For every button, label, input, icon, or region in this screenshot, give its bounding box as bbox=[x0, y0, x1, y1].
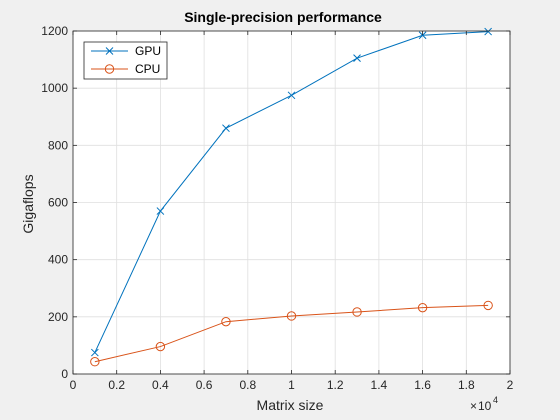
x-tick-label: 0.4 bbox=[152, 378, 169, 392]
marker-stroke bbox=[287, 91, 296, 100]
x-tick-label: 1 bbox=[288, 378, 295, 392]
x-tick-label: 0.8 bbox=[239, 378, 256, 392]
x-tick-label: 0.6 bbox=[196, 378, 213, 392]
marker-stroke bbox=[353, 54, 361, 63]
series-gpu bbox=[90, 27, 493, 357]
data-point-cpu bbox=[352, 307, 362, 317]
x-tick-label: 1.8 bbox=[458, 378, 475, 392]
y-tick-label: 200 bbox=[48, 310, 68, 324]
marker-stroke bbox=[222, 124, 230, 133]
x-axis-exponent: × 10 4 bbox=[470, 395, 498, 413]
data-point-cpu bbox=[155, 341, 166, 352]
data-point-cpu bbox=[90, 357, 100, 367]
data-point-gpu bbox=[287, 91, 296, 100]
y-tick-label: 400 bbox=[48, 253, 68, 267]
y-tick-label: 600 bbox=[48, 196, 68, 210]
y-tick-label: 1200 bbox=[41, 24, 68, 38]
marker-stroke bbox=[484, 27, 493, 36]
data-point-cpu bbox=[417, 302, 428, 313]
series-layer bbox=[90, 27, 493, 367]
data-point-gpu bbox=[156, 207, 165, 215]
data-point-cpu bbox=[286, 311, 297, 321]
data-point-cpu bbox=[483, 300, 493, 311]
x-exponent-power: 4 bbox=[493, 395, 498, 405]
legend-cpu-label: CPU bbox=[135, 62, 160, 76]
x-exponent-times-sign: × bbox=[470, 399, 477, 413]
series-cpu-line bbox=[94, 304, 489, 363]
data-point-gpu bbox=[90, 348, 99, 357]
legend-gpu-label: GPU bbox=[135, 44, 161, 58]
legend-gpu-marker bbox=[105, 47, 114, 55]
data-point-cpu bbox=[221, 316, 231, 327]
series-cpu bbox=[90, 300, 493, 367]
data-point-gpu bbox=[484, 27, 493, 36]
y-tick-label: 0 bbox=[61, 367, 68, 381]
marker-stroke bbox=[90, 348, 99, 357]
chart-title: Single-precision performance bbox=[184, 9, 382, 25]
marker-stroke bbox=[156, 207, 165, 215]
y-axis-label: Gigaflops bbox=[20, 174, 36, 233]
x-tick-label: 0 bbox=[70, 378, 77, 392]
legend: GPU CPU bbox=[83, 41, 168, 80]
data-point-gpu bbox=[418, 31, 427, 40]
x-tick-label: 1.2 bbox=[327, 378, 344, 392]
ticks bbox=[72, 30, 511, 375]
x-tick-label: 1.6 bbox=[414, 378, 431, 392]
x-tick-label: 2 bbox=[507, 378, 514, 392]
x-axis-label: Matrix size bbox=[257, 397, 324, 413]
x-tick-label: 0.2 bbox=[108, 378, 125, 392]
x-tick-labels: 0 0.2 0.4 0.6 0.8 1 1.2 1.4 1.6 1.8 2 bbox=[70, 378, 514, 392]
y-tick-label: 800 bbox=[48, 138, 68, 152]
data-point-gpu bbox=[353, 54, 361, 63]
data-point-gpu bbox=[222, 124, 230, 133]
y-tick-labels: 0 200 400 600 800 1000 1200 bbox=[41, 24, 68, 381]
x-tick-label: 1.4 bbox=[371, 378, 388, 392]
x-exponent-base: 10 bbox=[478, 399, 492, 413]
legend-box bbox=[83, 41, 168, 80]
marker-stroke bbox=[418, 31, 427, 40]
y-tick-label: 1000 bbox=[41, 81, 68, 95]
legend-cpu-marker bbox=[104, 64, 115, 74]
